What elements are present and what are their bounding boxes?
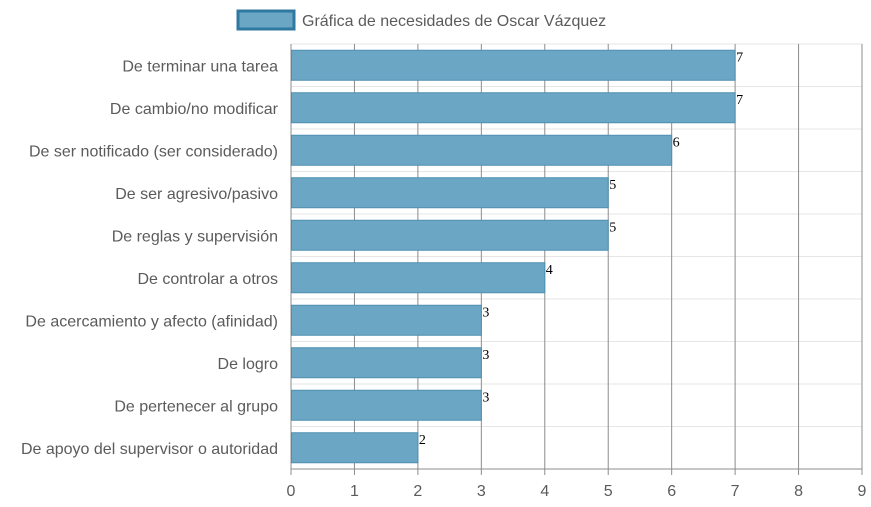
data-label: 7 bbox=[736, 93, 743, 108]
data-label: 5 bbox=[609, 178, 616, 193]
x-tick-label: 1 bbox=[350, 483, 359, 500]
x-tick-label: 0 bbox=[287, 483, 296, 500]
bar bbox=[291, 177, 609, 209]
category-label: De ser agresivo/pasivo bbox=[115, 186, 278, 203]
category-label: De ser notificado (ser considerado) bbox=[29, 143, 278, 160]
legend-swatch bbox=[236, 9, 296, 31]
x-tick-label: 7 bbox=[731, 483, 740, 500]
data-label: 6 bbox=[673, 135, 680, 150]
bar bbox=[291, 389, 482, 421]
data-label: 2 bbox=[419, 433, 426, 448]
x-tick-label: 5 bbox=[604, 483, 613, 500]
x-tick-label: 2 bbox=[413, 483, 422, 500]
category-labels: De terminar una tarea De cambio/no modifi… bbox=[21, 58, 279, 458]
category-label: De cambio/no modificar bbox=[110, 101, 279, 118]
category-label: De terminar una tarea bbox=[122, 58, 278, 75]
bars bbox=[291, 49, 736, 464]
category-label: De logro bbox=[218, 356, 279, 373]
x-tick-label: 9 bbox=[858, 483, 867, 500]
value-labels: 7 7 6 5 5 4 3 3 3 2 bbox=[419, 50, 743, 448]
bar bbox=[291, 219, 609, 251]
bar bbox=[291, 262, 546, 294]
category-label: De apoyo del supervisor o autoridad bbox=[21, 441, 278, 458]
category-label: De reglas y supervisión bbox=[112, 228, 278, 245]
bar bbox=[291, 92, 736, 124]
data-label: 4 bbox=[546, 263, 553, 278]
category-label: De pertenecer al grupo bbox=[114, 398, 278, 415]
category-label: De controlar a otros bbox=[137, 271, 278, 288]
bar bbox=[291, 347, 482, 379]
data-label: 3 bbox=[482, 305, 489, 320]
legend-label: Gráfica de necesidades de Oscar Vázquez bbox=[302, 13, 606, 30]
bar bbox=[291, 432, 419, 464]
data-label: 3 bbox=[482, 390, 489, 405]
x-axis: 0 1 2 3 4 5 6 7 8 9 bbox=[287, 468, 867, 500]
bar bbox=[291, 304, 482, 336]
x-tick-label: 6 bbox=[667, 483, 676, 500]
data-label: 3 bbox=[482, 348, 489, 363]
legend[interactable]: Gráfica de necesidades de Oscar Vázquez bbox=[236, 9, 606, 31]
category-label: De acercamiento y afecto (afinidad) bbox=[25, 313, 278, 330]
bar bbox=[291, 134, 673, 166]
data-label: 5 bbox=[609, 220, 616, 235]
data-label: 7 bbox=[736, 50, 743, 65]
x-tick-label: 8 bbox=[794, 483, 803, 500]
x-tick-label: 3 bbox=[477, 483, 486, 500]
bar bbox=[291, 49, 736, 81]
x-tick-label: 4 bbox=[540, 483, 549, 500]
